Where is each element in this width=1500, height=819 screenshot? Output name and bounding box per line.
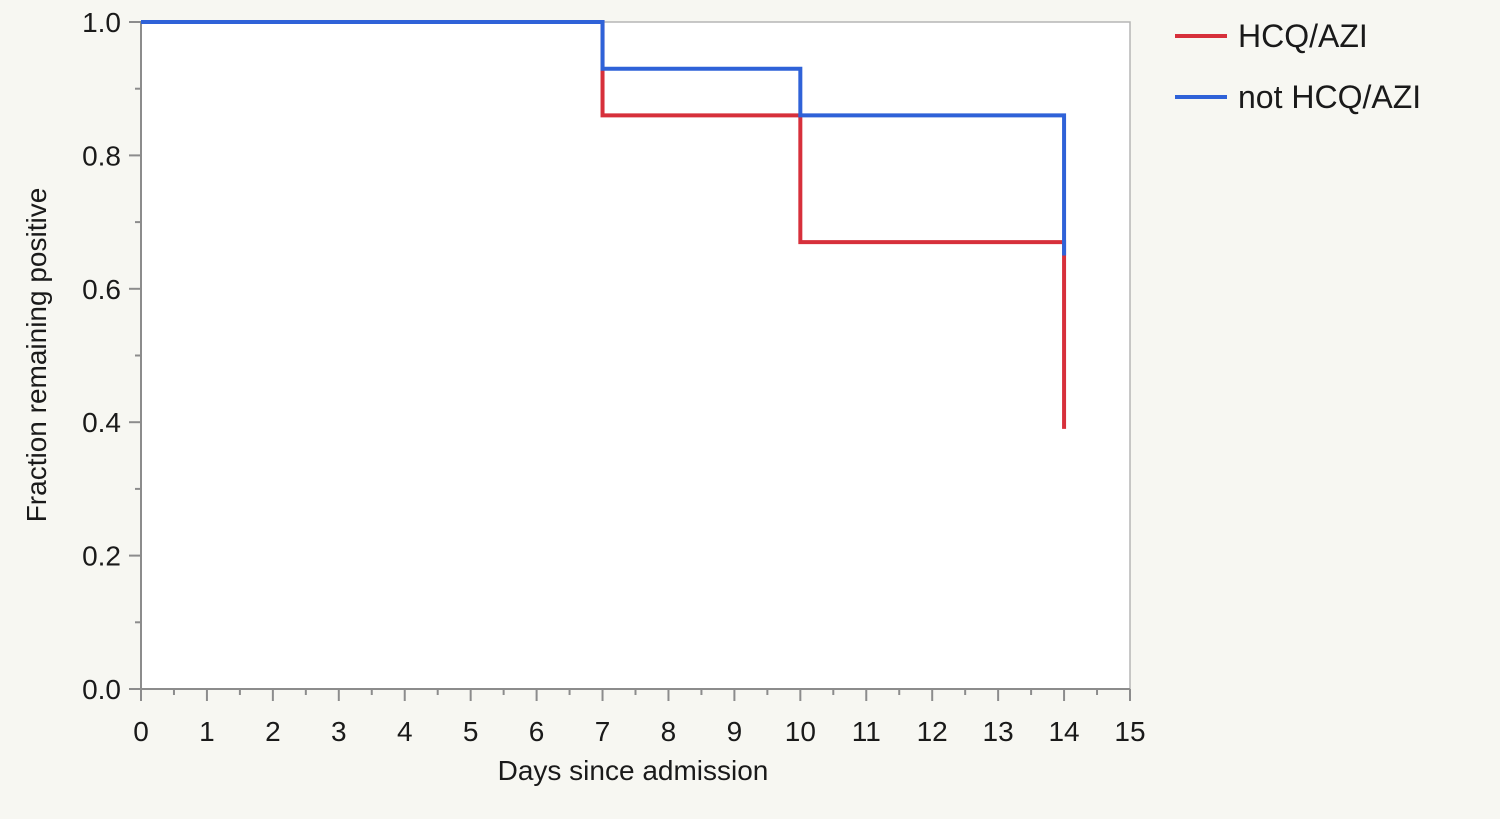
x-axis: 0 1 2 3 4 5 6 7 8 9 10 11 12 13 14 15 [133,688,1146,747]
y-axis-title: Fraction remaining positive [21,188,52,523]
legend-label-1: not HCQ/AZI [1238,79,1421,115]
x-tick-label: 4 [397,716,413,747]
x-tick-label: 7 [595,716,611,747]
x-tick-label: 13 [983,716,1014,747]
x-tick-label: 11 [852,716,881,747]
x-tick-label: 15 [1114,716,1145,747]
x-tick-label: 2 [265,716,281,747]
x-tick-label: 1 [199,716,215,747]
legend-label-0: HCQ/AZI [1238,18,1368,54]
y-axis: 0.0 0.2 0.4 0.6 0.8 1.0 [82,7,142,705]
y-tick-label: 0.0 [82,674,121,705]
y-tick-label: 1.0 [82,7,121,38]
x-tick-label: 0 [133,716,149,747]
legend: HCQ/AZI not HCQ/AZI [1175,18,1421,115]
x-axis-title: Days since admission [498,755,769,786]
series-layer [141,20,1067,429]
x-tick-label: 12 [917,716,948,747]
x-tick-label: 9 [727,716,743,747]
plot-area [140,21,1131,690]
x-tick-label: 5 [463,716,479,747]
x-tick-label: 3 [331,716,347,747]
series-line-1 [141,20,1067,256]
y-tick-label: 0.4 [82,407,121,438]
x-tick-label: 10 [785,716,816,747]
x-tick-label: 8 [661,716,677,747]
x-tick-label: 14 [1048,716,1079,747]
y-tick-label: 0.6 [82,274,121,305]
y-tick-label: 0.2 [82,541,121,572]
y-tick-label: 0.8 [82,140,121,171]
x-tick-label: 6 [529,716,545,747]
